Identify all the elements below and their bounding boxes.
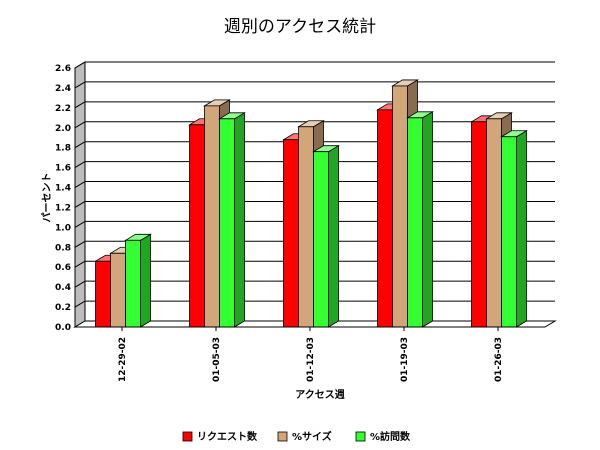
bar-side: [422, 111, 433, 328]
bar: [204, 105, 220, 328]
x-tick-label: 01-12-03: [306, 337, 316, 382]
x-tick-label: 12-29-02: [118, 337, 128, 382]
y-tick-label: 0.8: [55, 243, 71, 253]
y-tick-label: 2.0: [55, 124, 71, 134]
gridline-depth: [74, 121, 86, 129]
y-tick-label: 2.2: [55, 104, 71, 114]
y-tick-label: 0.0: [55, 323, 71, 333]
x-tick-label: 01-05-03: [212, 337, 222, 382]
bar: [313, 151, 329, 328]
x-tick-label: 01-26-03: [494, 337, 504, 382]
bar: [377, 109, 393, 328]
bar-side: [140, 233, 151, 328]
y-tick-label: 2.6: [55, 64, 71, 74]
bar: [125, 239, 141, 328]
bar: [219, 118, 235, 328]
y-tick-label: 0.2: [55, 303, 71, 313]
bar: [110, 252, 126, 328]
bar-side: [234, 112, 245, 328]
y-tick-label: 1.2: [55, 203, 71, 213]
x-tick-label: 01-19-03: [400, 337, 410, 382]
legend-label: %サイズ: [292, 430, 332, 443]
bar: [407, 117, 423, 328]
legend-swatch: [355, 431, 366, 442]
gridline-depth: [74, 81, 86, 89]
y-tick-label: 0.6: [55, 263, 71, 273]
y-tick-label: 1.4: [55, 184, 71, 194]
gridline-depth: [74, 61, 86, 69]
y-tick-label: 1.0: [55, 223, 71, 233]
bar: [95, 260, 111, 328]
bar: [298, 126, 314, 328]
gridline-depth: [74, 300, 86, 308]
bar: [471, 121, 487, 328]
y-tick-label: 1.6: [55, 164, 71, 174]
legend-label: リクエスト数: [197, 430, 258, 443]
gridline-depth: [74, 240, 86, 248]
legend-swatch: [182, 431, 193, 442]
y-axis-label: パーセント: [41, 173, 53, 223]
y-tick-label: 1.8: [55, 144, 71, 154]
gridline-depth: [74, 280, 86, 288]
x-axis-label: アクセス週: [295, 389, 345, 401]
legend-label: %訪問数: [370, 430, 411, 443]
bar: [283, 139, 299, 328]
gridline-depth: [74, 181, 86, 188]
gridline-depth: [74, 260, 86, 268]
gridline-depth: [74, 220, 86, 228]
bar: [189, 124, 205, 328]
y-tick-label: 2.4: [55, 84, 71, 94]
y-tick-label: 0.4: [55, 283, 71, 293]
gridline-depth: [74, 161, 86, 169]
bar: [501, 136, 517, 328]
bar-side: [328, 144, 339, 328]
gridline-depth: [74, 201, 86, 208]
gridline-depth: [74, 141, 86, 149]
legend-swatch: [277, 431, 288, 442]
bar-side: [516, 130, 527, 328]
chart-title: 週別のアクセス統計: [223, 17, 377, 37]
bar: [486, 118, 502, 328]
gridline-depth: [74, 101, 86, 109]
left-wall: [74, 61, 86, 328]
bar: [392, 85, 408, 328]
